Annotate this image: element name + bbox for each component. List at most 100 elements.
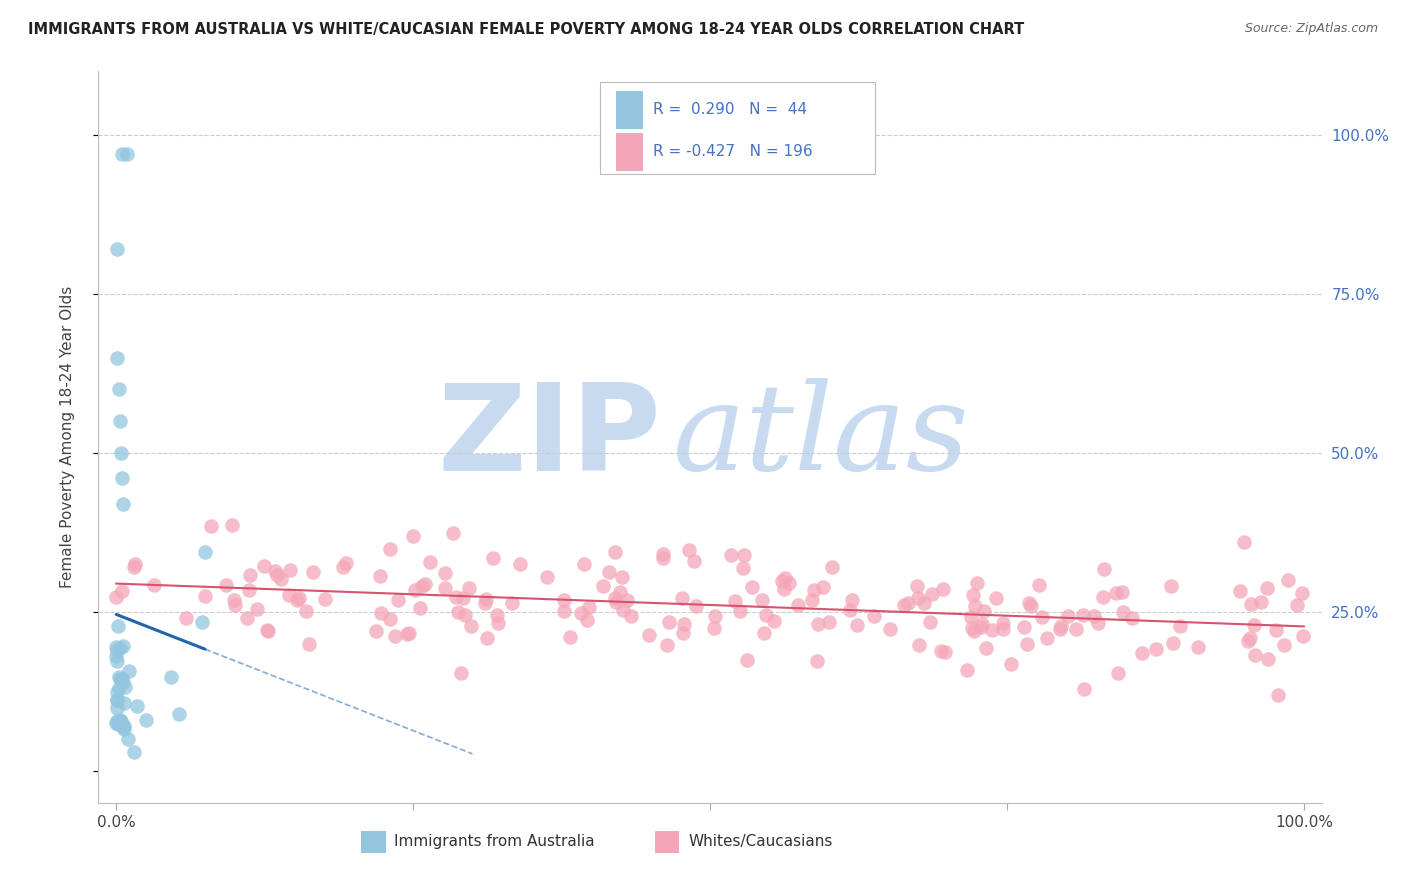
Point [1233,535,1256,549]
Point [703,609,725,624]
Point [174,611,197,625]
Point [536,570,558,584]
FancyBboxPatch shape [616,90,643,128]
FancyBboxPatch shape [655,830,679,853]
Point [112,696,135,710]
Point [332,559,354,574]
Point [956,663,979,677]
Point [974,641,997,656]
Point [107,351,129,365]
Point [1000,657,1022,672]
Point [1144,642,1167,657]
Point [108,681,131,696]
Text: ZIP: ZIP [437,378,661,496]
Point [110,714,132,729]
Point [122,745,145,759]
Point [685,599,707,614]
Point [560,631,582,645]
Point [253,559,276,574]
Point [806,654,828,668]
Point [453,608,475,623]
Point [1031,610,1053,624]
FancyBboxPatch shape [600,82,875,174]
Point [773,582,796,596]
Point [993,622,1015,636]
Point [1107,665,1129,680]
Point [111,674,134,689]
Point [1243,618,1265,632]
Point [818,615,841,629]
Point [1239,631,1261,645]
Point [378,542,401,557]
Point [143,577,166,591]
Point [730,604,752,618]
Point [236,611,259,625]
Point [610,570,633,584]
Point [270,572,292,586]
Point [509,557,531,571]
Point [404,582,426,597]
Point [447,605,470,619]
Point [221,518,243,533]
Point [266,568,288,582]
Point [929,644,952,658]
Point [1130,646,1153,660]
FancyBboxPatch shape [616,133,643,170]
Point [167,707,190,722]
Point [821,560,844,574]
Point [803,582,825,597]
Point [1187,640,1209,654]
Point [572,557,595,571]
Point [762,615,785,629]
Point [981,624,1004,638]
Point [1160,579,1182,593]
Text: R = -0.427   N = 196: R = -0.427 N = 196 [652,145,813,159]
Point [419,555,441,569]
Point [409,601,432,615]
Point [703,621,725,635]
Point [107,383,129,397]
Point [1272,638,1295,652]
Point [921,587,943,601]
Point [893,598,915,612]
Point [194,589,217,603]
Point [108,672,131,686]
Point [1250,595,1272,609]
Point [652,550,675,565]
Point [107,693,129,707]
Point [658,615,681,629]
Point [970,619,993,633]
Point [918,615,941,629]
Point [1243,648,1265,662]
Point [1019,599,1042,613]
Point [638,628,661,642]
Point [569,606,592,620]
Point [655,638,678,652]
Text: Immigrants from Australia: Immigrants from Australia [395,834,595,849]
Text: atlas: atlas [673,378,970,496]
Point [907,591,929,605]
Point [807,616,830,631]
Point [105,649,128,664]
Point [335,556,357,570]
Point [364,624,387,638]
Point [474,596,496,610]
Point [897,595,920,609]
Point [862,608,884,623]
Point [1087,615,1109,630]
Point [224,592,246,607]
Point [384,629,406,643]
Point [905,579,928,593]
Point [724,594,747,608]
Point [110,672,132,686]
Point [246,601,269,615]
Point [285,592,308,607]
Point [402,529,425,543]
Text: Whites/Caucasians: Whites/Caucasians [688,834,832,849]
Point [105,643,128,657]
Point [1028,578,1050,592]
Point [720,549,742,563]
Point [603,591,626,606]
Point [441,525,464,540]
Point [458,581,481,595]
